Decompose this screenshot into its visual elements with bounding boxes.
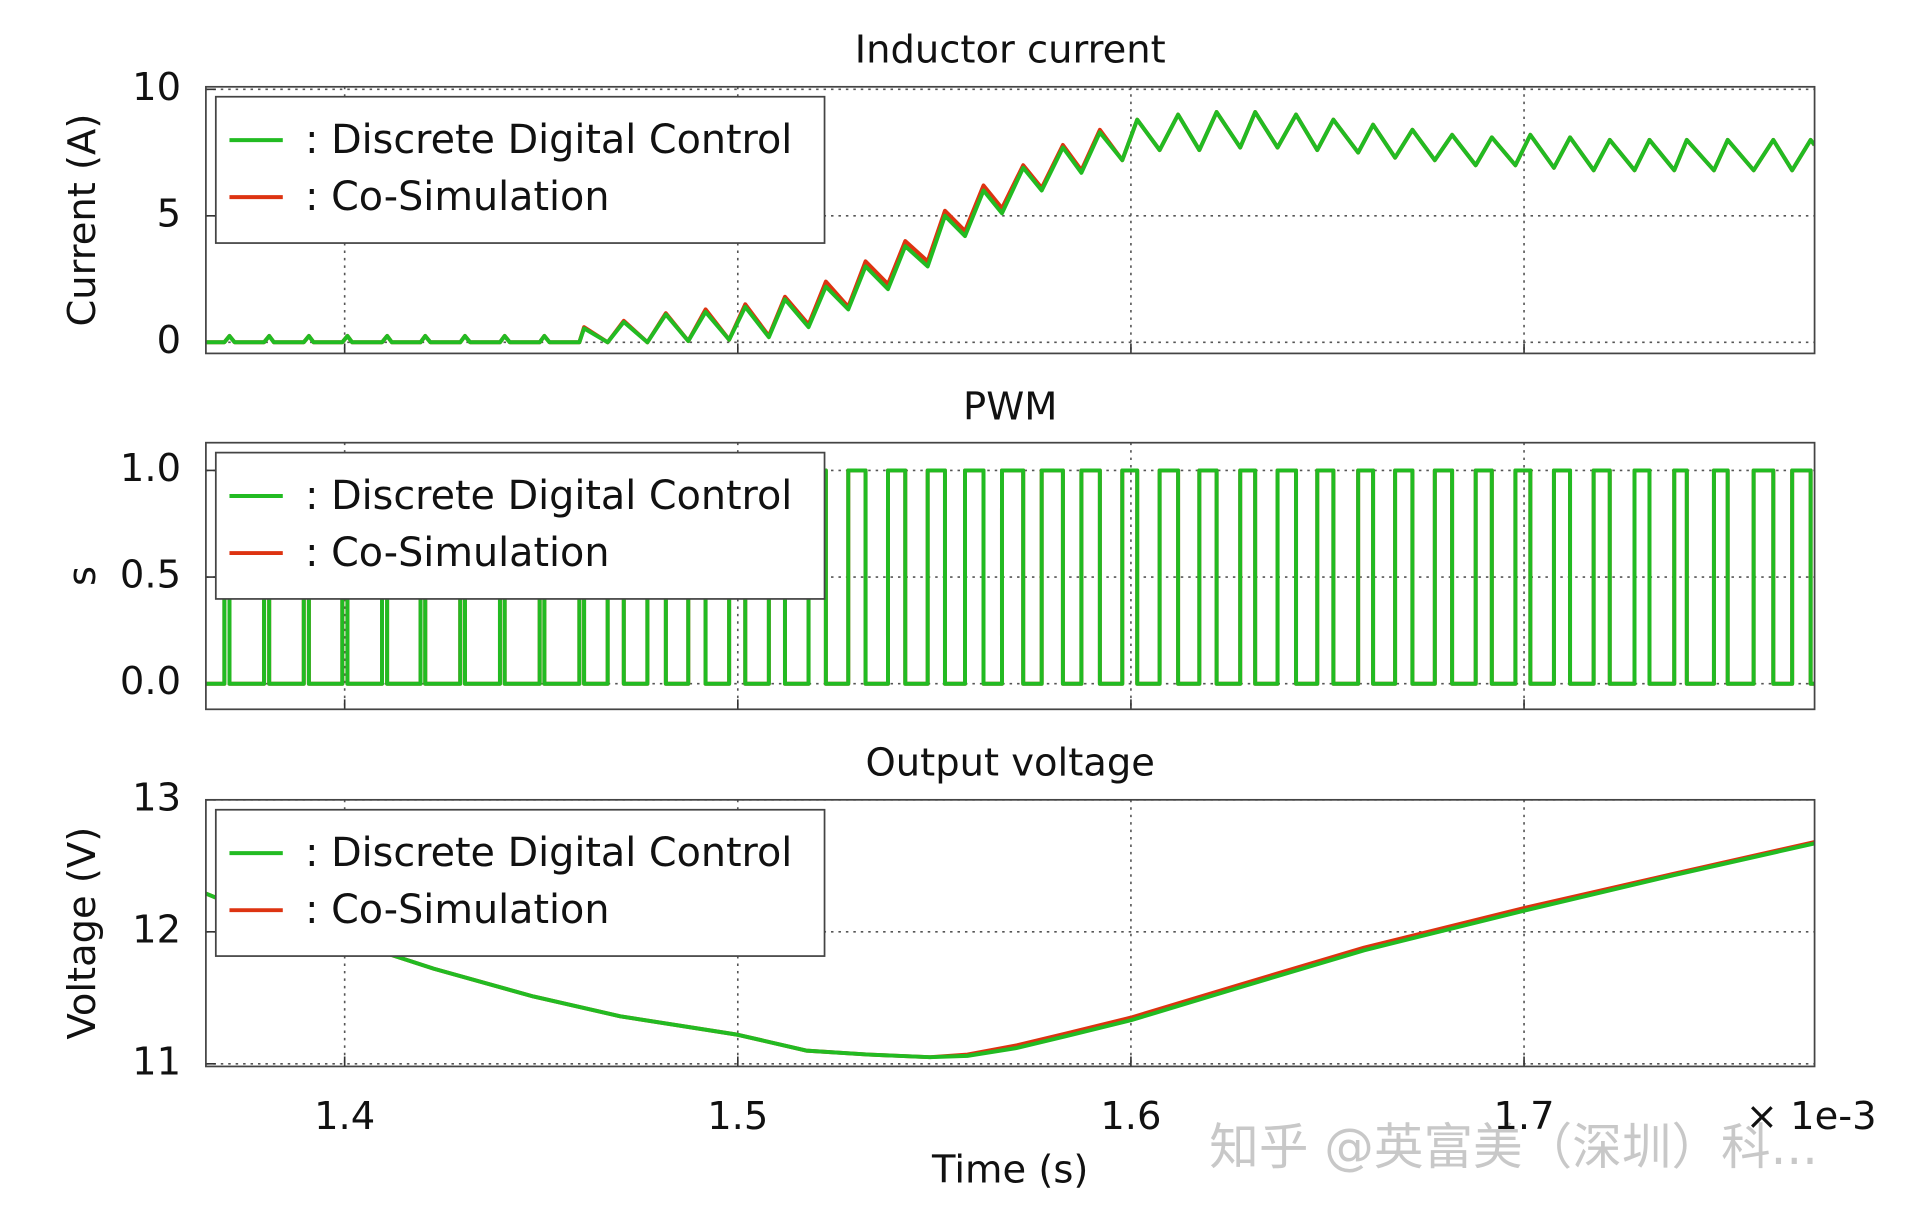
plot-frame: [205, 85, 1816, 355]
legend-label: : Co-Simulation: [305, 530, 609, 576]
y-tick-label: 0.0: [120, 659, 181, 704]
plot-frame: [205, 798, 1816, 1068]
y-tick-label: 10: [132, 65, 181, 110]
y-tick-label: 11: [132, 1039, 181, 1084]
legend-label: : Discrete Digital Control: [305, 830, 792, 876]
y-axis-label: s: [60, 566, 105, 586]
chart-title: Output voltage: [866, 741, 1155, 786]
legend-box: [214, 95, 826, 244]
y-tick-label: 1.0: [120, 446, 181, 491]
plot-frame: [205, 441, 1816, 711]
data-line: [205, 110, 1815, 345]
x-axis-label: Time (s): [931, 1147, 1088, 1192]
y-tick-label: 0: [157, 318, 181, 363]
plot-lines: [205, 110, 1815, 345]
data-line: [205, 841, 1815, 1060]
y-tick-label: 13: [132, 775, 181, 820]
x-offset-label: × 1e-3: [1746, 1094, 1877, 1139]
y-tick-label: 12: [132, 907, 181, 952]
y-tick-label: 5: [157, 191, 181, 236]
y-axis-label: Voltage (V): [60, 827, 105, 1040]
x-tick-label: 1.5: [707, 1094, 768, 1139]
legend-label: : Co-Simulation: [305, 174, 609, 220]
legend-label: : Discrete Digital Control: [305, 473, 792, 519]
y-axis-label: Current (A): [60, 114, 105, 327]
x-tick-label: 1.6: [1100, 1094, 1161, 1139]
plot-lines: [205, 840, 1815, 1060]
x-tick-label: 1.7: [1493, 1094, 1554, 1139]
legend-box: [214, 808, 826, 957]
x-tick-label: 1.4: [314, 1094, 375, 1139]
chart-title: Inductor current: [855, 28, 1166, 73]
y-tick-label: 0.5: [120, 553, 181, 598]
legend-label: : Co-Simulation: [305, 887, 609, 933]
chart-title: PWM: [963, 385, 1057, 430]
legend-label: : Discrete Digital Control: [305, 117, 792, 163]
watermark: 知乎 @英富美（深圳）科...: [1209, 1118, 1818, 1176]
legend-box: [214, 451, 826, 600]
